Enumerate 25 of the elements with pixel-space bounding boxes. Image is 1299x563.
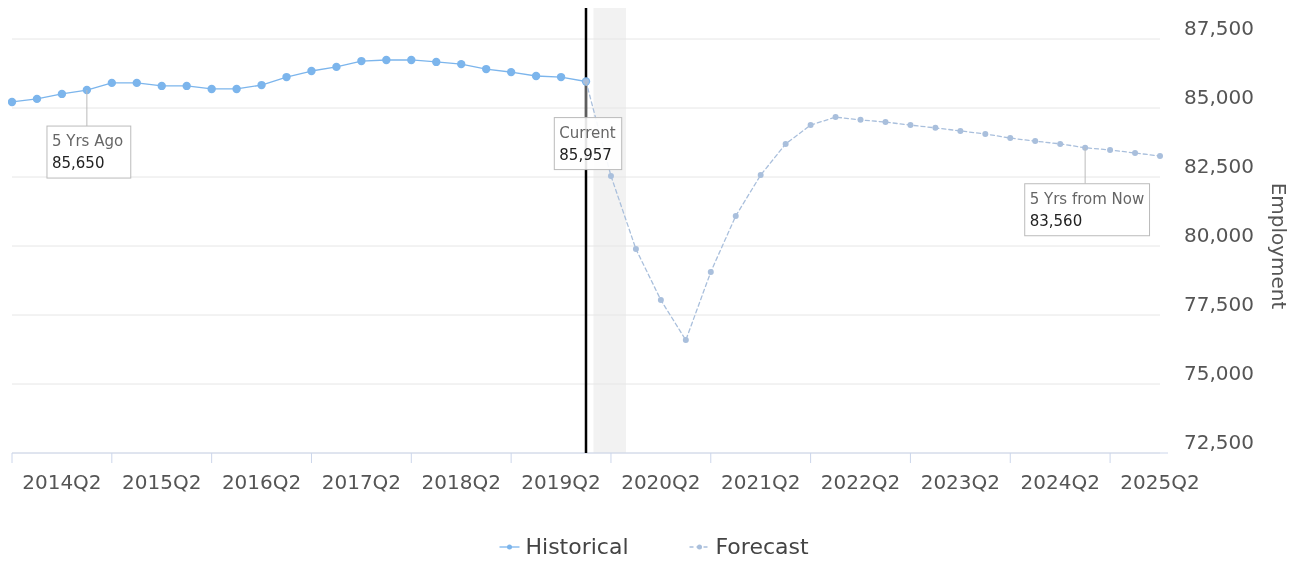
annotation: 5 Yrs from Now 83,560 [1029,189,1145,230]
y-tick-label: 80,000 [1184,223,1254,247]
y-axis-title: Employment [1267,182,1291,310]
y-tick-label: 72,500 [1184,430,1254,454]
y-tick-label: 82,500 [1184,154,1254,178]
x-tick-label: 2023Q2 [920,470,1001,494]
x-tick-label: 2014Q2 [22,470,102,494]
x-tick-label: 2016Q2 [221,470,302,494]
annotation: 5 Yrs Ago 85,650 [51,132,124,173]
y-tick-label: 77,500 [1184,292,1254,316]
legend-label: Forecast [715,534,809,559]
x-tick-label: 2024Q2 [1020,470,1100,494]
x-tick-label: 2021Q2 [721,470,801,494]
y-tick-label: 75,000 [1184,361,1254,385]
x-tick-label: 2020Q2 [621,470,701,494]
y-tick-label: 87,500 [1184,16,1254,40]
x-tick-label: 2017Q2 [321,470,402,494]
annotation: Current 85,957 [559,123,616,164]
y-tick-label: 85,000 [1184,85,1254,109]
x-tick-label: 2019Q2 [521,470,601,494]
x-tick-label: 2025Q2 [1120,470,1200,494]
legend-label: Historical [525,534,629,559]
x-tick-label: 2022Q2 [820,470,901,494]
x-tick-label: 2015Q2 [122,470,202,494]
x-tick-label: 2018Q2 [421,470,501,494]
